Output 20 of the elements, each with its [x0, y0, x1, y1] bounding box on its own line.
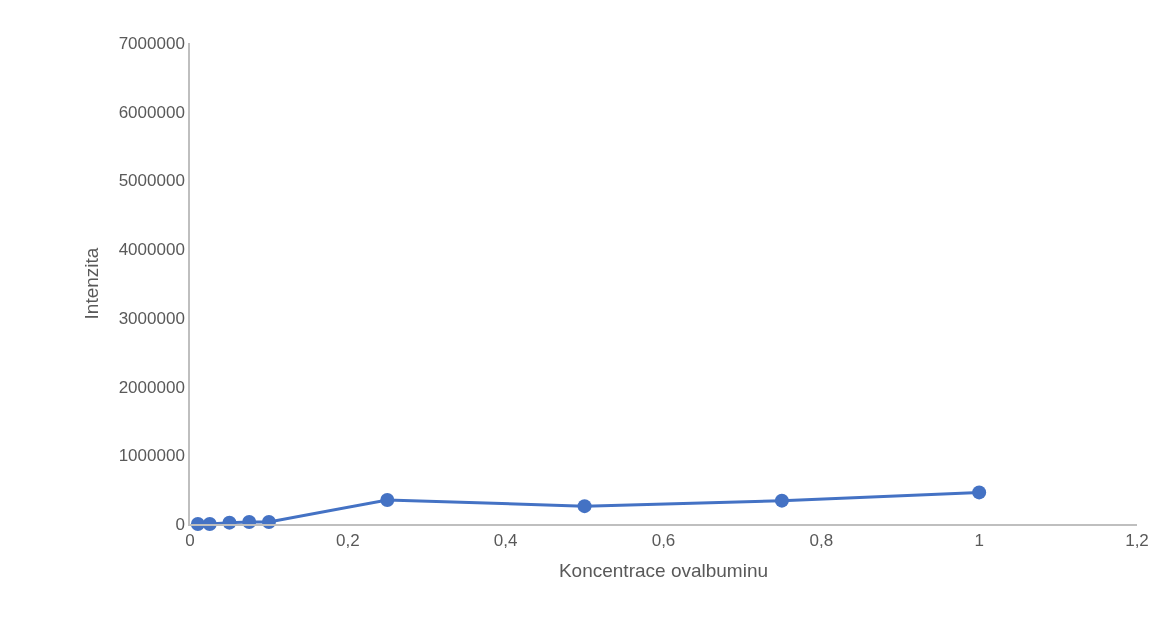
x-tick-label: 0,8	[809, 531, 834, 551]
y-tick-label: 2000000	[118, 377, 185, 397]
y-axis-title: Intenzita	[81, 247, 103, 320]
y-tick-label: 3000000	[118, 308, 185, 328]
y-tick-label: 7000000	[118, 33, 185, 53]
point	[972, 485, 987, 500]
x-tick-label: 0,4	[493, 531, 518, 551]
point	[380, 492, 395, 507]
y-tick-label: 1000000	[118, 446, 185, 466]
y-tick-label: 0	[175, 514, 185, 534]
y-tick-label: 6000000	[118, 102, 185, 122]
x-axis-title: Koncentrace ovalbuminu	[558, 560, 769, 582]
x-tick-label: 0,6	[651, 531, 676, 551]
point	[577, 499, 592, 514]
point	[774, 493, 789, 508]
x-tick-label: 1	[974, 531, 984, 551]
x-tick-label: 0,2	[336, 531, 360, 551]
y-tick-label: 5000000	[118, 171, 185, 191]
y-tick-label: 4000000	[118, 240, 185, 260]
x-tick-label: 1,2	[1125, 531, 1149, 551]
